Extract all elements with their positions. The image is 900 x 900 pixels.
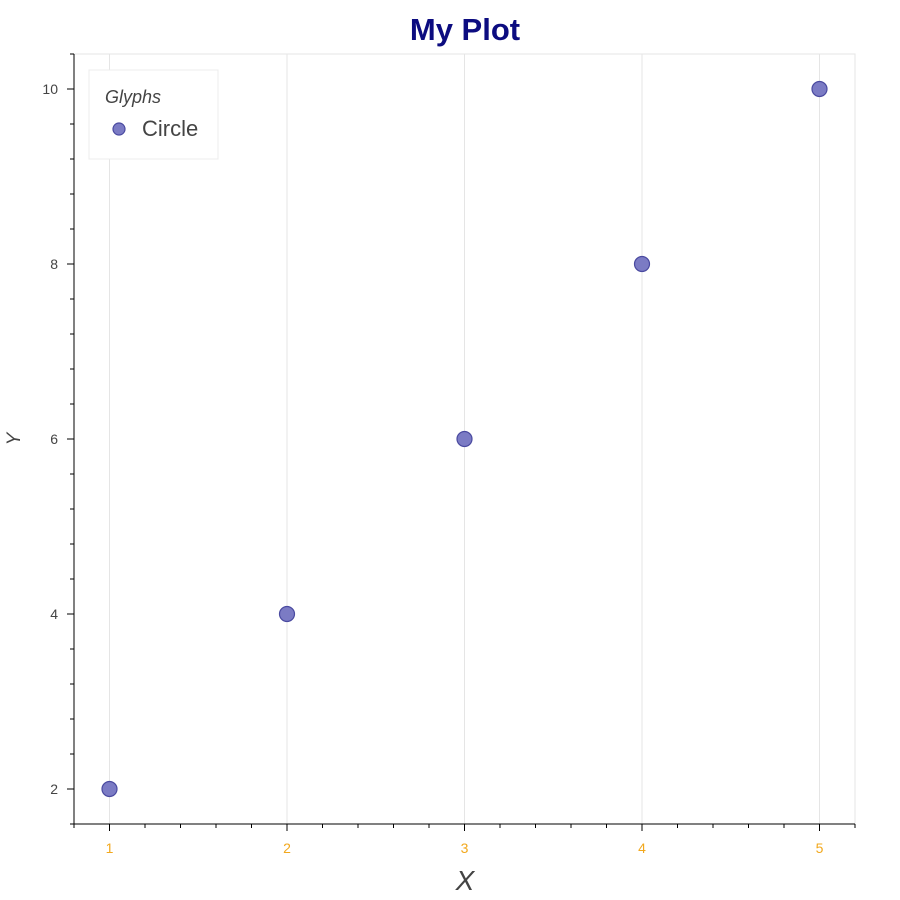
legend-label-circle: Circle [142, 116, 198, 141]
grid-lines [109, 54, 820, 824]
data-point-3 [456, 430, 473, 448]
x-tick-label-3: 3 [461, 840, 469, 856]
x-tick-label-1: 1 [106, 840, 114, 856]
x-axis-label: X [455, 865, 476, 896]
legend-marker-circle [112, 122, 126, 136]
data-point-1 [101, 780, 118, 798]
y-tick-label-6: 6 [50, 431, 58, 447]
x-tick-label-4: 4 [638, 840, 646, 856]
data-point-2 [278, 605, 296, 623]
y-tick-label-2: 2 [50, 781, 58, 797]
x-tick-label-2: 2 [283, 840, 291, 856]
axes: 1 2 3 4 5 2 4 6 8 10 [42, 53, 856, 856]
legend: Glyphs Circle [88, 69, 219, 160]
legend-box [88, 69, 219, 160]
data-point-5 [811, 80, 828, 98]
x-tick-label-5: 5 [816, 840, 824, 856]
y-tick-label-8: 8 [50, 256, 58, 272]
y-axis-label: Y [4, 431, 25, 445]
legend-title: Glyphs [105, 87, 161, 107]
data-points [101, 80, 828, 798]
chart-title: My Plot [410, 12, 520, 47]
y-tick-label-4: 4 [50, 606, 58, 622]
data-point-4 [633, 255, 651, 273]
y-tick-label-10: 10 [42, 81, 58, 97]
